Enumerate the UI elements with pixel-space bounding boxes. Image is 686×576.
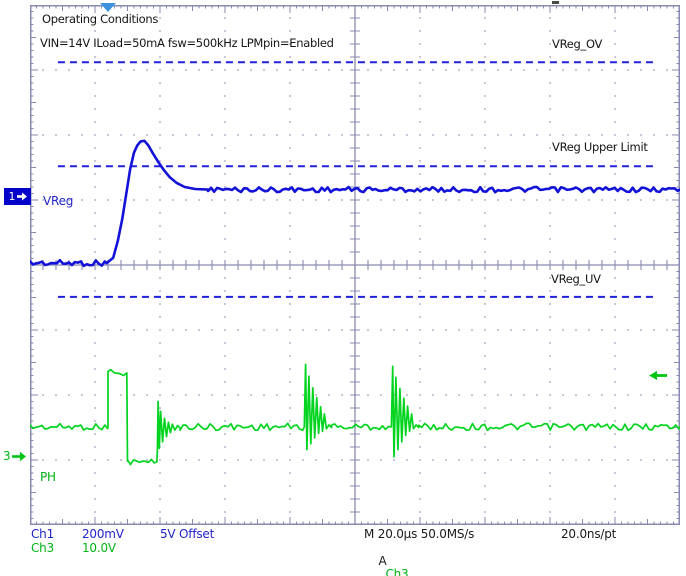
ch1-offset-readout: 5V Offset — [160, 527, 215, 541]
ch1-marker-number: 1 — [8, 190, 16, 203]
ch1-trace-label: VReg — [43, 194, 74, 208]
ch3-readout-name: Ch3 — [31, 541, 55, 555]
vreg-ov-label: VReg_OV — [552, 37, 603, 51]
ch1-reference-marker[interactable]: 1 — [4, 188, 31, 205]
cursor-tick — [552, 1, 559, 4]
ch3-scale-readout: 10.0V — [82, 541, 116, 555]
right-arrow-icon — [16, 192, 27, 201]
timebase-readout: M 20.0µs 50.0MS/s — [364, 527, 475, 541]
vreg-uv-label: VReg_UV — [551, 272, 601, 286]
ch1-scale-readout: 200mV — [82, 527, 124, 541]
scope-display-graticule — [30, 5, 680, 525]
ch3-reference-marker[interactable]: 3 — [3, 450, 26, 462]
vreg-upper-limit-label: VReg Upper Limit — [552, 140, 648, 154]
ch3-trace-label: PH — [40, 470, 56, 484]
trigger-readout: A Ch3 12.8V — [364, 542, 412, 576]
operating-conditions-title: Operating Conditions — [42, 12, 159, 26]
trigger-source-label: Ch3 — [385, 567, 409, 576]
resolution-readout: 20.0ns/pt — [561, 527, 617, 541]
ch1-readout-name: Ch1 — [31, 527, 55, 541]
trigger-position-marker[interactable] — [100, 3, 116, 12]
ch3-marker-number: 3 — [3, 449, 11, 463]
operating-conditions-values: VIN=14V ILoad=50mA fsw=500kHz LPMpin=Ena… — [40, 36, 334, 50]
trigger-level-left-arrow-icon[interactable] — [649, 370, 667, 381]
right-arrow-icon — [11, 451, 26, 461]
trigger-mode-label: A — [378, 554, 387, 568]
